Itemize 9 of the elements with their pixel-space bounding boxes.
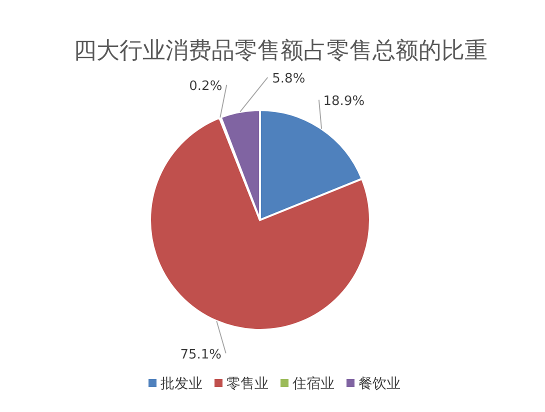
- legend-label: 住宿业: [292, 376, 334, 392]
- chart-title: 四大行业消费品零售额占零售总额的比重: [74, 38, 488, 64]
- data-label: 18.9%: [323, 94, 365, 109]
- data-label: 5.8%: [272, 71, 306, 86]
- legend-label: 批发业: [160, 376, 202, 392]
- data-label: 0.2%: [189, 78, 222, 94]
- data-label: 75.1%: [180, 347, 222, 362]
- legend-label: 餐饮业: [358, 376, 400, 392]
- legend-label: 零售业: [226, 376, 268, 392]
